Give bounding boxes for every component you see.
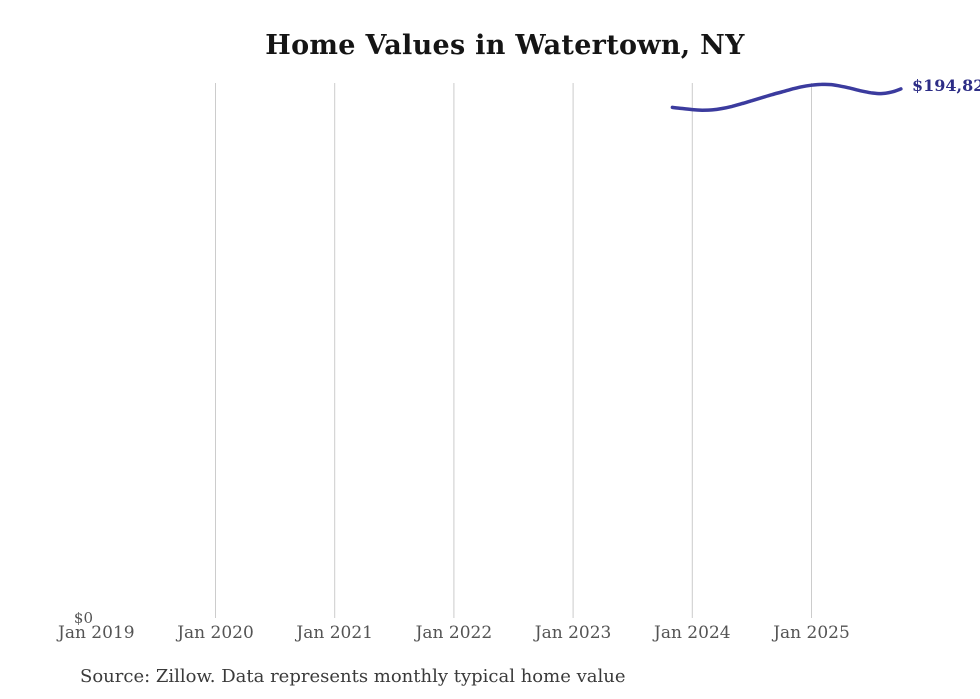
x-axis-tick-label: Jan 2025 [773,623,850,643]
x-axis-tick-label: Jan 2024 [654,623,731,643]
current-value-label: $194,822 [912,76,980,95]
x-axis-tick-label: Jan 2020 [177,623,254,643]
x-axis-tick-label: Jan 2023 [534,623,612,643]
y-axis-zero-label: $0 [73,609,93,627]
x-axis-tick-label: Jan 2022 [415,623,493,643]
source-note: Source: Zillow. Data represents monthly … [80,666,626,687]
x-axis-tick-label: Jan 2021 [296,623,373,643]
x-axis-tick-label: Jan 2019 [58,623,135,643]
chart-title: Home Values in Watertown, NY [265,30,745,61]
home-value-line [670,82,903,112]
